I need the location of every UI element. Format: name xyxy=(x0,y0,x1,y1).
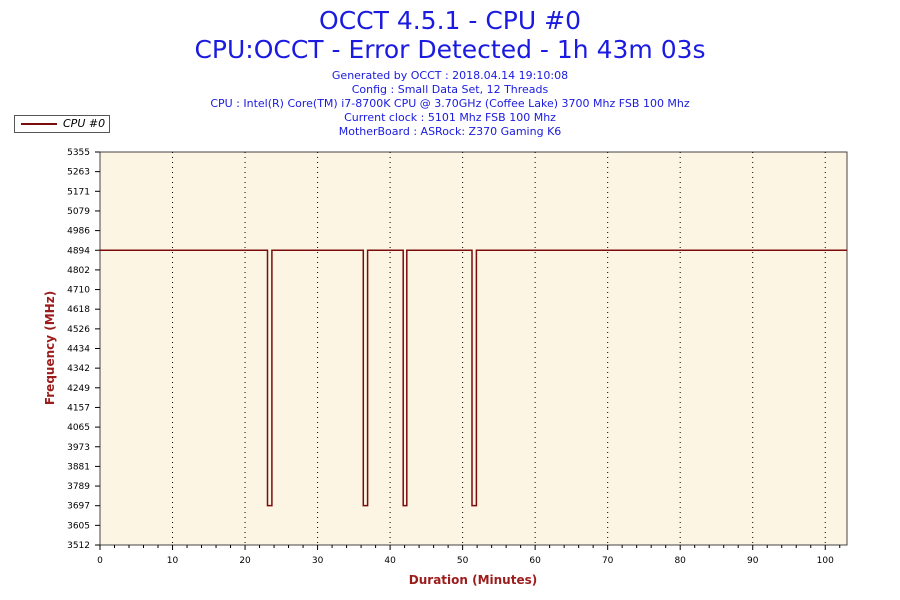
grid xyxy=(172,152,826,545)
info-config: Config : Small Data Set, 12 Threads xyxy=(351,83,549,96)
plot-area xyxy=(99,151,848,546)
y-tick-label: 5263 xyxy=(67,168,90,178)
x-tick-label: 30 xyxy=(312,556,324,566)
y-tick-label: 3881 xyxy=(67,462,90,472)
y-axis: 5355 5263 5171 5079 4986 4894 4802 4710 4618 4526… xyxy=(67,148,100,551)
x-tick-label: 80 xyxy=(674,556,686,566)
x-axis-title: Duration (Minutes) xyxy=(409,573,537,587)
y-tick-label: 4618 xyxy=(67,305,90,315)
x-tick-label: 20 xyxy=(239,556,251,566)
y-tick-label: 4249 xyxy=(67,384,90,394)
y-tick-label: 5355 xyxy=(67,148,90,158)
info-clock: Current clock : 5101 Mhz FSB 100 Mhz xyxy=(344,111,556,124)
y-tick-label: 4710 xyxy=(67,286,90,296)
y-tick-label: 4065 xyxy=(67,423,90,433)
info-cpu: CPU : Intel(R) Core(TM) i7-8700K CPU @ 3… xyxy=(210,97,690,110)
x-tick-label: 50 xyxy=(457,556,469,566)
x-tick-label: 60 xyxy=(529,556,541,566)
info-generated: Generated by OCCT : 2018.04.14 19:10:08 xyxy=(331,69,569,82)
y-tick-label: 4894 xyxy=(67,246,90,256)
y-tick-label: 4434 xyxy=(67,345,90,355)
info-motherboard: MotherBoard : ASRock: Z370 Gaming K6 xyxy=(338,125,562,138)
y-tick-label: 4802 xyxy=(67,266,90,276)
x-tick-label: 0 xyxy=(97,556,103,566)
chart-subtitle: CPU:OCCT - Error Detected - 1h 43m 03s xyxy=(194,35,706,64)
legend-swatch xyxy=(21,123,57,125)
y-tick-label: 4157 xyxy=(67,403,90,413)
y-tick-label: 3512 xyxy=(67,541,90,551)
series-line-cpu0 xyxy=(100,249,847,507)
y-tick-label: 4526 xyxy=(67,325,90,335)
x-tick-label: 40 xyxy=(384,556,396,566)
y-axis-title: Frequency (MHz) xyxy=(43,291,57,405)
legend: CPU #0 xyxy=(14,115,110,133)
chart-title: OCCT 4.5.1 - CPU #0 xyxy=(319,6,581,35)
y-tick-label: 3973 xyxy=(67,443,90,453)
y-tick-label: 3789 xyxy=(67,482,90,492)
x-tick-label: 70 xyxy=(602,556,614,566)
x-axis: 0 10 20 30 40 50 60 70 80 90 100 xyxy=(97,545,841,566)
y-tick-label: 3605 xyxy=(67,521,90,531)
y-tick-label: 4342 xyxy=(67,364,90,374)
y-tick-label: 5079 xyxy=(67,207,90,217)
y-tick-label: 3697 xyxy=(67,502,90,512)
x-tick-label: 10 xyxy=(167,556,179,566)
x-tick-label: 90 xyxy=(747,556,759,566)
x-tick-label: 100 xyxy=(817,556,834,566)
legend-label: CPU #0 xyxy=(63,117,106,130)
y-tick-label: 4986 xyxy=(67,227,90,237)
y-tick-label: 5171 xyxy=(67,187,90,197)
